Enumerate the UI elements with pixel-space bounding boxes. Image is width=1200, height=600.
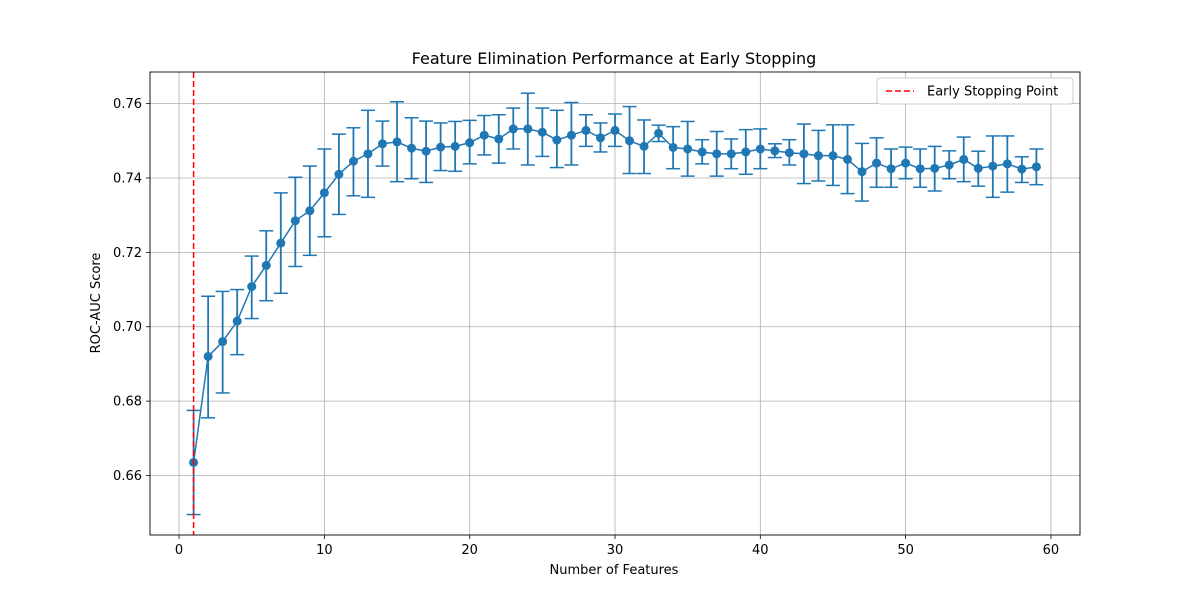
data-point [523,124,533,134]
data-point [712,149,722,159]
data-point [421,146,431,156]
data-point [755,144,765,154]
data-point [741,147,751,157]
data-point [232,316,242,326]
y-tick-label: 0.74 [113,171,142,186]
data-point [872,158,882,168]
data-point [1017,164,1027,174]
data-point [261,260,271,270]
x-tick-label: 50 [897,543,914,558]
data-point [566,130,576,140]
data-point [988,161,998,171]
y-ticks: 0.66 0.68 0.70 0.72 0.74 0.76 [113,97,150,484]
data-point [218,337,228,347]
x-tick-label: 40 [752,543,769,558]
data-point [319,188,329,198]
data-point [697,147,707,157]
x-tick-label: 30 [607,543,624,558]
data-point [479,130,489,140]
data-point [828,151,838,161]
x-axis-label: Number of Features [550,563,679,578]
data-point [654,128,664,138]
data-point [581,125,591,135]
data-point [973,163,983,173]
legend: Early Stopping Point [876,77,1074,105]
y-tick-label: 0.72 [113,246,142,261]
data-point [305,206,315,216]
data-point [668,142,678,152]
data-point [392,137,402,147]
data-point [407,143,417,153]
data-point [944,160,954,170]
data-point [494,134,504,144]
data-point [348,156,358,166]
data-point [537,127,547,137]
data-point [378,139,387,149]
data-point [276,238,286,248]
data-point [959,154,969,164]
data-point [784,148,794,158]
data-point [1002,159,1012,169]
data-point [508,124,518,134]
x-tick-label: 60 [1043,543,1060,558]
x-tick-label: 20 [461,543,478,558]
data-point [465,138,475,148]
data-point [625,136,635,146]
data-point [770,146,780,156]
data-point [334,169,344,179]
data-point [843,154,852,164]
data-point [726,149,736,159]
data-point [1031,162,1041,172]
data-point [363,149,373,159]
data-point [930,163,940,173]
data-point [915,164,925,174]
y-axis-label: ROC-AUC Score [89,253,104,354]
data-point [552,135,562,145]
data-point [610,125,620,135]
y-tick-label: 0.66 [113,469,142,484]
data-point [595,133,605,143]
data-point [886,164,896,174]
y-tick-label: 0.68 [113,395,142,410]
legend-label: Early Stopping Point [927,85,1058,100]
data-point [247,282,257,292]
data-point [857,167,867,177]
data-point [639,141,649,151]
markers [189,124,1041,467]
x-tick-label: 10 [316,543,333,558]
data-point [450,141,460,151]
data-point [436,142,446,152]
data-point [799,149,809,159]
chart-title: Feature Elimination Performance at Early… [412,49,817,68]
data-point [901,158,911,168]
data-point [813,151,823,161]
data-point [203,351,213,361]
y-tick-label: 0.70 [113,320,142,335]
x-tick-label: 0 [175,543,183,558]
y-tick-label: 0.76 [113,97,142,112]
data-point [290,216,300,226]
x-ticks: 0 10 20 30 40 50 60 [175,535,1059,558]
legend-box [876,77,1074,105]
data-point [683,144,693,154]
